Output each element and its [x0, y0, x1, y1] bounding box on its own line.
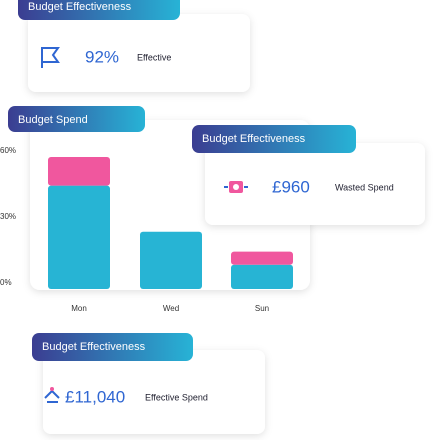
bar-segment	[140, 231, 202, 289]
flag-icon	[41, 47, 60, 68]
money-icon	[44, 387, 60, 403]
badge-text: Budget Effectiveness	[202, 133, 306, 145]
value: £960	[272, 177, 310, 196]
x-tick-label: Mon	[71, 304, 87, 313]
badge	[192, 125, 356, 153]
card	[43, 350, 265, 434]
badge-text: Budget Spend	[18, 114, 88, 126]
card	[205, 143, 425, 225]
badge	[8, 106, 145, 132]
y-tick-label: 0%	[0, 278, 12, 287]
badge	[32, 333, 193, 361]
x-tick-label: Wed	[163, 304, 179, 313]
bar-segment	[48, 185, 110, 289]
badge-text: Budget Effectiveness	[42, 341, 146, 353]
money-icon	[224, 181, 248, 193]
value: 92%	[85, 47, 119, 66]
card	[28, 14, 250, 92]
label: Wasted Spend	[335, 182, 394, 192]
label: Effective	[137, 52, 171, 62]
value: £11,040	[65, 387, 125, 406]
y-tick-label: 30%	[0, 212, 16, 221]
bar-segment	[48, 157, 110, 186]
badge-text: Budget Effectiveness	[28, 1, 132, 13]
label: Effective Spend	[145, 392, 208, 402]
x-tick-label: Sun	[255, 304, 269, 313]
bar-segment	[231, 251, 293, 265]
y-tick-label: 60%	[0, 146, 16, 155]
bar-segment	[231, 264, 293, 289]
badge	[18, 0, 180, 20]
chart: 0% 30% 60% Mon Wed Sun	[0, 146, 293, 313]
